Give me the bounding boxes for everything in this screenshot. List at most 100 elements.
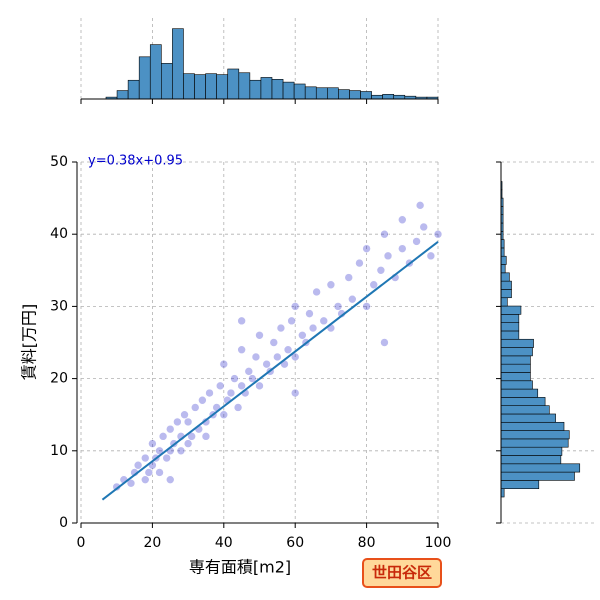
histogram-bar xyxy=(500,280,512,290)
scatter-point xyxy=(226,388,236,398)
scatter-point xyxy=(298,330,307,340)
x-axis-label: 専有面積[m2] xyxy=(189,558,291,577)
scatter-point xyxy=(176,446,186,456)
histogram-bar xyxy=(500,289,512,299)
histogram-bar xyxy=(500,446,563,456)
scatter-point xyxy=(273,352,282,362)
scatter-point xyxy=(305,309,314,318)
histogram-bar xyxy=(500,471,575,481)
histogram-bar xyxy=(183,73,195,100)
scatter-point xyxy=(215,381,225,391)
scatter-point xyxy=(308,323,318,333)
scatter-point xyxy=(183,439,193,448)
scatter-point xyxy=(380,338,389,347)
scatter-point xyxy=(362,244,371,253)
scatter-point xyxy=(233,403,243,412)
scatter-point xyxy=(419,222,429,232)
scatter-point xyxy=(283,345,293,355)
scatter-point xyxy=(165,475,175,484)
histogram-bar xyxy=(116,90,129,100)
histogram-bar xyxy=(500,438,569,448)
histogram-bar xyxy=(238,72,251,100)
scatter-point xyxy=(348,294,357,304)
x-tick-label: 0 xyxy=(77,535,86,551)
scatter-point xyxy=(383,251,393,261)
scatter-point xyxy=(140,453,150,463)
scatter-point xyxy=(355,258,364,268)
scatter-point xyxy=(426,251,436,261)
histogram-bar xyxy=(194,74,206,100)
histogram-bar xyxy=(500,380,533,390)
histogram-bar xyxy=(138,56,151,100)
histogram-bar xyxy=(500,405,550,415)
histogram-bar xyxy=(216,74,229,100)
scatter-point xyxy=(230,374,239,383)
scatter-point xyxy=(180,410,189,420)
histogram-bar xyxy=(500,330,520,340)
scatter-point xyxy=(237,316,246,326)
y-tick-label: 20 xyxy=(50,371,68,387)
scatter-point xyxy=(290,302,300,311)
histogram-bar xyxy=(371,94,383,100)
scatter-point xyxy=(201,432,211,441)
scatter-point xyxy=(198,395,207,405)
scatter-point xyxy=(369,280,379,290)
scatter-point xyxy=(376,265,386,275)
scatter-point xyxy=(237,345,246,355)
scatter-point xyxy=(415,201,425,210)
histogram-bar xyxy=(500,455,562,465)
histogram-bar xyxy=(282,81,295,100)
histogram-bar xyxy=(293,83,306,100)
scatter-point xyxy=(244,367,254,376)
histogram-bar xyxy=(500,305,522,315)
scatter-point xyxy=(248,374,257,383)
histogram-bar xyxy=(500,413,556,423)
y-tick-label: 50 xyxy=(50,154,68,170)
scatter-point xyxy=(219,410,229,420)
histogram-bar xyxy=(382,94,395,100)
scatter-point xyxy=(397,244,407,253)
regression-line xyxy=(101,240,439,501)
scatter-point xyxy=(201,417,211,427)
scatter-point xyxy=(262,359,271,369)
histogram-bar xyxy=(500,314,520,323)
x-tick-label: 20 xyxy=(143,535,161,551)
scatter-point xyxy=(158,432,168,441)
scatter-point xyxy=(255,330,264,340)
histogram-bar xyxy=(500,388,539,398)
scatter-point xyxy=(183,417,193,427)
histogram-bar xyxy=(349,90,361,100)
scatter-point xyxy=(165,424,175,434)
histogram-bar xyxy=(315,87,328,100)
histogram-bar xyxy=(500,397,546,406)
histogram-bar xyxy=(500,480,540,490)
histogram-bar xyxy=(304,86,317,100)
x-tick-label: 100 xyxy=(425,535,452,551)
histogram-bar xyxy=(327,87,339,100)
scatter-point xyxy=(333,302,343,311)
scatter-point xyxy=(133,460,143,470)
histogram-bar xyxy=(500,264,506,274)
histogram-bar xyxy=(500,463,581,473)
scatter-point xyxy=(173,417,182,427)
histogram-bar xyxy=(500,272,510,282)
scatter-point xyxy=(397,215,407,225)
histogram-bar xyxy=(500,430,570,440)
scatter-point xyxy=(140,475,150,484)
histogram-bar xyxy=(500,322,520,332)
scatter-point xyxy=(362,302,371,311)
scatter-point xyxy=(237,381,246,391)
x-tick-label: 60 xyxy=(286,535,304,551)
y-tick-label: 10 xyxy=(50,443,68,459)
scatter-point xyxy=(187,432,196,441)
histogram-bar xyxy=(393,94,406,100)
badge-box xyxy=(362,558,442,588)
histogram-bar xyxy=(338,89,350,100)
scatter-point xyxy=(433,229,443,239)
histogram-bar xyxy=(127,79,140,100)
histogram-bar xyxy=(500,347,533,357)
scatter-point xyxy=(326,280,336,290)
histogram-bar xyxy=(205,73,217,100)
badge: 世田谷区 xyxy=(372,564,432,582)
